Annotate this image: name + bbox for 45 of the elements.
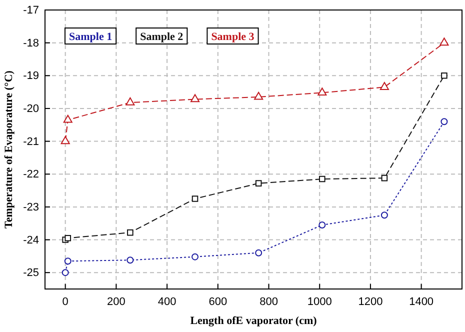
point bbox=[64, 234, 72, 242]
point bbox=[63, 114, 72, 123]
y-tick-label: -18 bbox=[23, 37, 39, 50]
x-axis-title: Length ofE vaporator (cm) bbox=[190, 315, 318, 327]
point bbox=[441, 72, 448, 79]
y-tick-label: -19 bbox=[23, 70, 39, 82]
point bbox=[381, 174, 388, 182]
point bbox=[318, 88, 327, 96]
point bbox=[62, 269, 69, 276]
point bbox=[440, 38, 449, 46]
point bbox=[255, 180, 262, 186]
y-tick-label: -22 bbox=[23, 168, 39, 181]
y-tick-label: -25 bbox=[23, 267, 39, 280]
x-tick-label: 1000 bbox=[307, 296, 332, 308]
y-tick-label: -23 bbox=[23, 201, 39, 214]
point bbox=[318, 222, 326, 228]
text: Sample 2 bbox=[140, 31, 184, 43]
x-tick-label: 800 bbox=[260, 296, 278, 308]
point bbox=[127, 229, 134, 236]
x-tick-label: 1400 bbox=[409, 296, 434, 308]
text: Sample 1 bbox=[69, 31, 112, 43]
point bbox=[380, 212, 388, 219]
y-tick-label: -24 bbox=[23, 234, 39, 246]
x-tick-label: 200 bbox=[107, 296, 126, 308]
y-tick-label: -20 bbox=[23, 102, 39, 115]
point bbox=[190, 94, 200, 102]
point bbox=[60, 136, 70, 144]
x-tick-label: 1200 bbox=[358, 296, 383, 308]
point bbox=[254, 92, 264, 100]
y-tick-label: -17 bbox=[23, 4, 39, 17]
y-axis-title: Temperature of Evaporature (°C) bbox=[3, 70, 15, 228]
text: Sample 3 bbox=[211, 31, 255, 43]
point bbox=[440, 118, 448, 126]
point bbox=[380, 82, 389, 90]
x-tick-label: 600 bbox=[208, 296, 228, 308]
point bbox=[192, 253, 199, 260]
point bbox=[126, 256, 134, 264]
point bbox=[64, 258, 72, 265]
x-tick-label: 0 bbox=[62, 296, 68, 308]
point bbox=[192, 196, 198, 202]
y-tick-label: -21 bbox=[23, 136, 39, 148]
point bbox=[319, 176, 326, 182]
point bbox=[126, 97, 135, 106]
point bbox=[255, 249, 262, 256]
x-tick-label: 400 bbox=[158, 296, 176, 308]
